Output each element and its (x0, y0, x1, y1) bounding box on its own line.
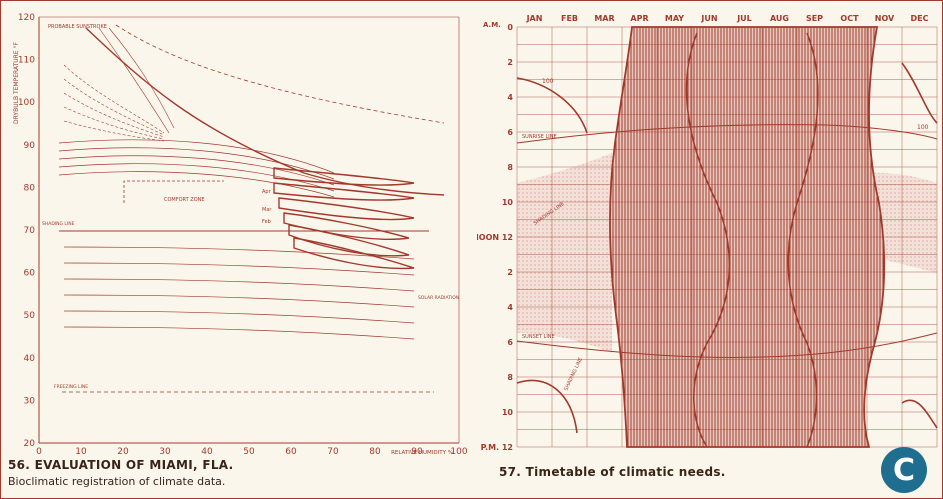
x-tick-label: 40 (201, 447, 213, 457)
month-label: JUL (736, 14, 752, 23)
hour-label: 4 (507, 303, 513, 312)
x-tick-label: 90 (411, 447, 423, 457)
x-tick-label: 100 (450, 447, 467, 457)
month-label: FEB (561, 14, 578, 23)
x-tick-label: 20 (117, 447, 129, 457)
y-tick-label: 80 (24, 183, 36, 193)
hour-label: 6 (507, 338, 513, 347)
shading-line-label: SHADING LINE (42, 221, 75, 227)
sunset-line-label: SUNSET LINE (522, 334, 555, 340)
x-tick-label: 60 (285, 447, 297, 457)
hour-label: 6 (507, 128, 513, 137)
upper-boundary-curve (85, 27, 445, 196)
y-tick-labels: 20 30 40 50 60 70 80 90 100 110 120 (18, 13, 35, 449)
hour-label: 4 (507, 93, 513, 102)
month-label: MAY (665, 14, 684, 23)
letter-badge: C (881, 447, 927, 493)
y-tick-label: 110 (18, 56, 35, 66)
comfort-lines (58, 139, 335, 198)
y-tick-label: 60 (24, 269, 36, 279)
hour-label: NOON 12 (477, 233, 513, 242)
contour-lines (516, 32, 938, 448)
lower-radiation-curves (63, 246, 415, 340)
month-labels: JAN FEB MAR APR MAY JUN JUL AUG SEP OCT NOV DEC (526, 14, 929, 23)
hour-label: 0 (507, 23, 513, 32)
am-label: A.M. (483, 21, 501, 29)
month-label: JUN (700, 14, 717, 23)
month-label: APR (630, 14, 648, 23)
left-caption-subtitle: Bioclimatic registration of climate data… (8, 475, 226, 488)
bioclimatic-chart: 20 30 40 50 60 70 80 90 100 110 120 0 10 20 30 40 50 60 7… (13, 13, 468, 457)
y-axis-label: DRYBULB TEMPERATURE °F (13, 41, 20, 123)
y-tick-label: 120 (18, 13, 35, 23)
y-tick-label: 100 (18, 98, 35, 108)
sunrise-line-label: SUNRISE LINE (522, 134, 557, 140)
x-tick-label: 50 (243, 447, 255, 457)
hour-label: 10 (502, 408, 514, 417)
hour-label: 2 (507, 58, 513, 67)
radiation-dashed-curve (115, 24, 445, 124)
month-label-feb: Feb (262, 219, 271, 225)
diagonal-curve-b (108, 27, 175, 129)
month-label: JAN (526, 14, 543, 23)
x-axis-label: RELATIVE HUMIDITY % (391, 450, 453, 456)
contour-value-left: 100 (542, 78, 554, 85)
freezing-line-label: FREEZING LINE (54, 384, 88, 390)
x-tick-label: 30 (159, 447, 171, 457)
y-tick-label: 20 (24, 439, 36, 449)
month-label-apr: Apr (262, 189, 272, 195)
left-caption-title: 56. EVALUATION OF MIAMI, FLA. (8, 458, 234, 472)
y-tick-label: 40 (24, 354, 36, 364)
y-tick-label: 70 (24, 226, 36, 236)
hour-label: 10 (502, 198, 514, 207)
comfort-zone-label: COMFORT ZONE (164, 197, 205, 203)
x-tick-label: 0 (36, 447, 42, 457)
solar-radiation-label: SOLAR RADIATION (418, 295, 459, 301)
month-label: OCT (840, 14, 859, 23)
month-label-mar: Mar (262, 207, 272, 213)
y-tick-label: 30 (24, 396, 36, 406)
sunset-line (516, 332, 938, 358)
grid-lines (516, 26, 938, 448)
timetable-panel: JAN FEB MAR APR MAY JUN JUL AUG SEP OCT NOV DEC 0 2 4… (477, 3, 939, 493)
sunrise-line (516, 124, 938, 144)
month-label: DEC (911, 14, 929, 23)
month-label: AUG (770, 14, 789, 23)
y-tick-label: 90 (24, 141, 36, 151)
hour-label: 8 (507, 163, 513, 172)
hour-label: 2 (507, 268, 513, 277)
probable-sunstroke-label: PROBABLE SUNSTROKE (48, 24, 107, 30)
month-label: MAR (594, 14, 614, 23)
diagonal-curve-a (98, 27, 170, 134)
stipple-region-left (517, 153, 612, 353)
x-tick-labels: 0 10 20 30 40 50 60 70 80 90 100 (36, 447, 468, 457)
x-tick-label: 10 (75, 447, 87, 457)
x-tick-label: 80 (369, 447, 381, 457)
x-tick-label: 70 (327, 447, 339, 457)
hour-labels: 0 2 4 6 8 10 NOON 12 2 4 6 8 10 P.M. 12 (477, 23, 513, 452)
hour-label: 8 (507, 373, 513, 382)
contour-value-right: 100 (917, 124, 929, 131)
monthly-climate-loops (273, 167, 415, 270)
timetable-chart: JAN FEB MAR APR MAY JUN JUL AUG SEP OCT NOV DEC 0 2 4… (477, 14, 938, 452)
month-label: NOV (875, 14, 895, 23)
bioclimatic-chart-panel: 20 30 40 50 60 70 80 90 100 110 120 0 10 20 30 40 50 60 7… (4, 3, 468, 493)
y-tick-label: 50 (24, 311, 36, 321)
right-caption-title: 57. Timetable of climatic needs. (499, 465, 726, 479)
comfort-zone-outline (123, 180, 224, 203)
wind-curves (63, 64, 165, 142)
hour-label: P.M. 12 (481, 443, 513, 452)
month-label: SEP (806, 14, 823, 23)
